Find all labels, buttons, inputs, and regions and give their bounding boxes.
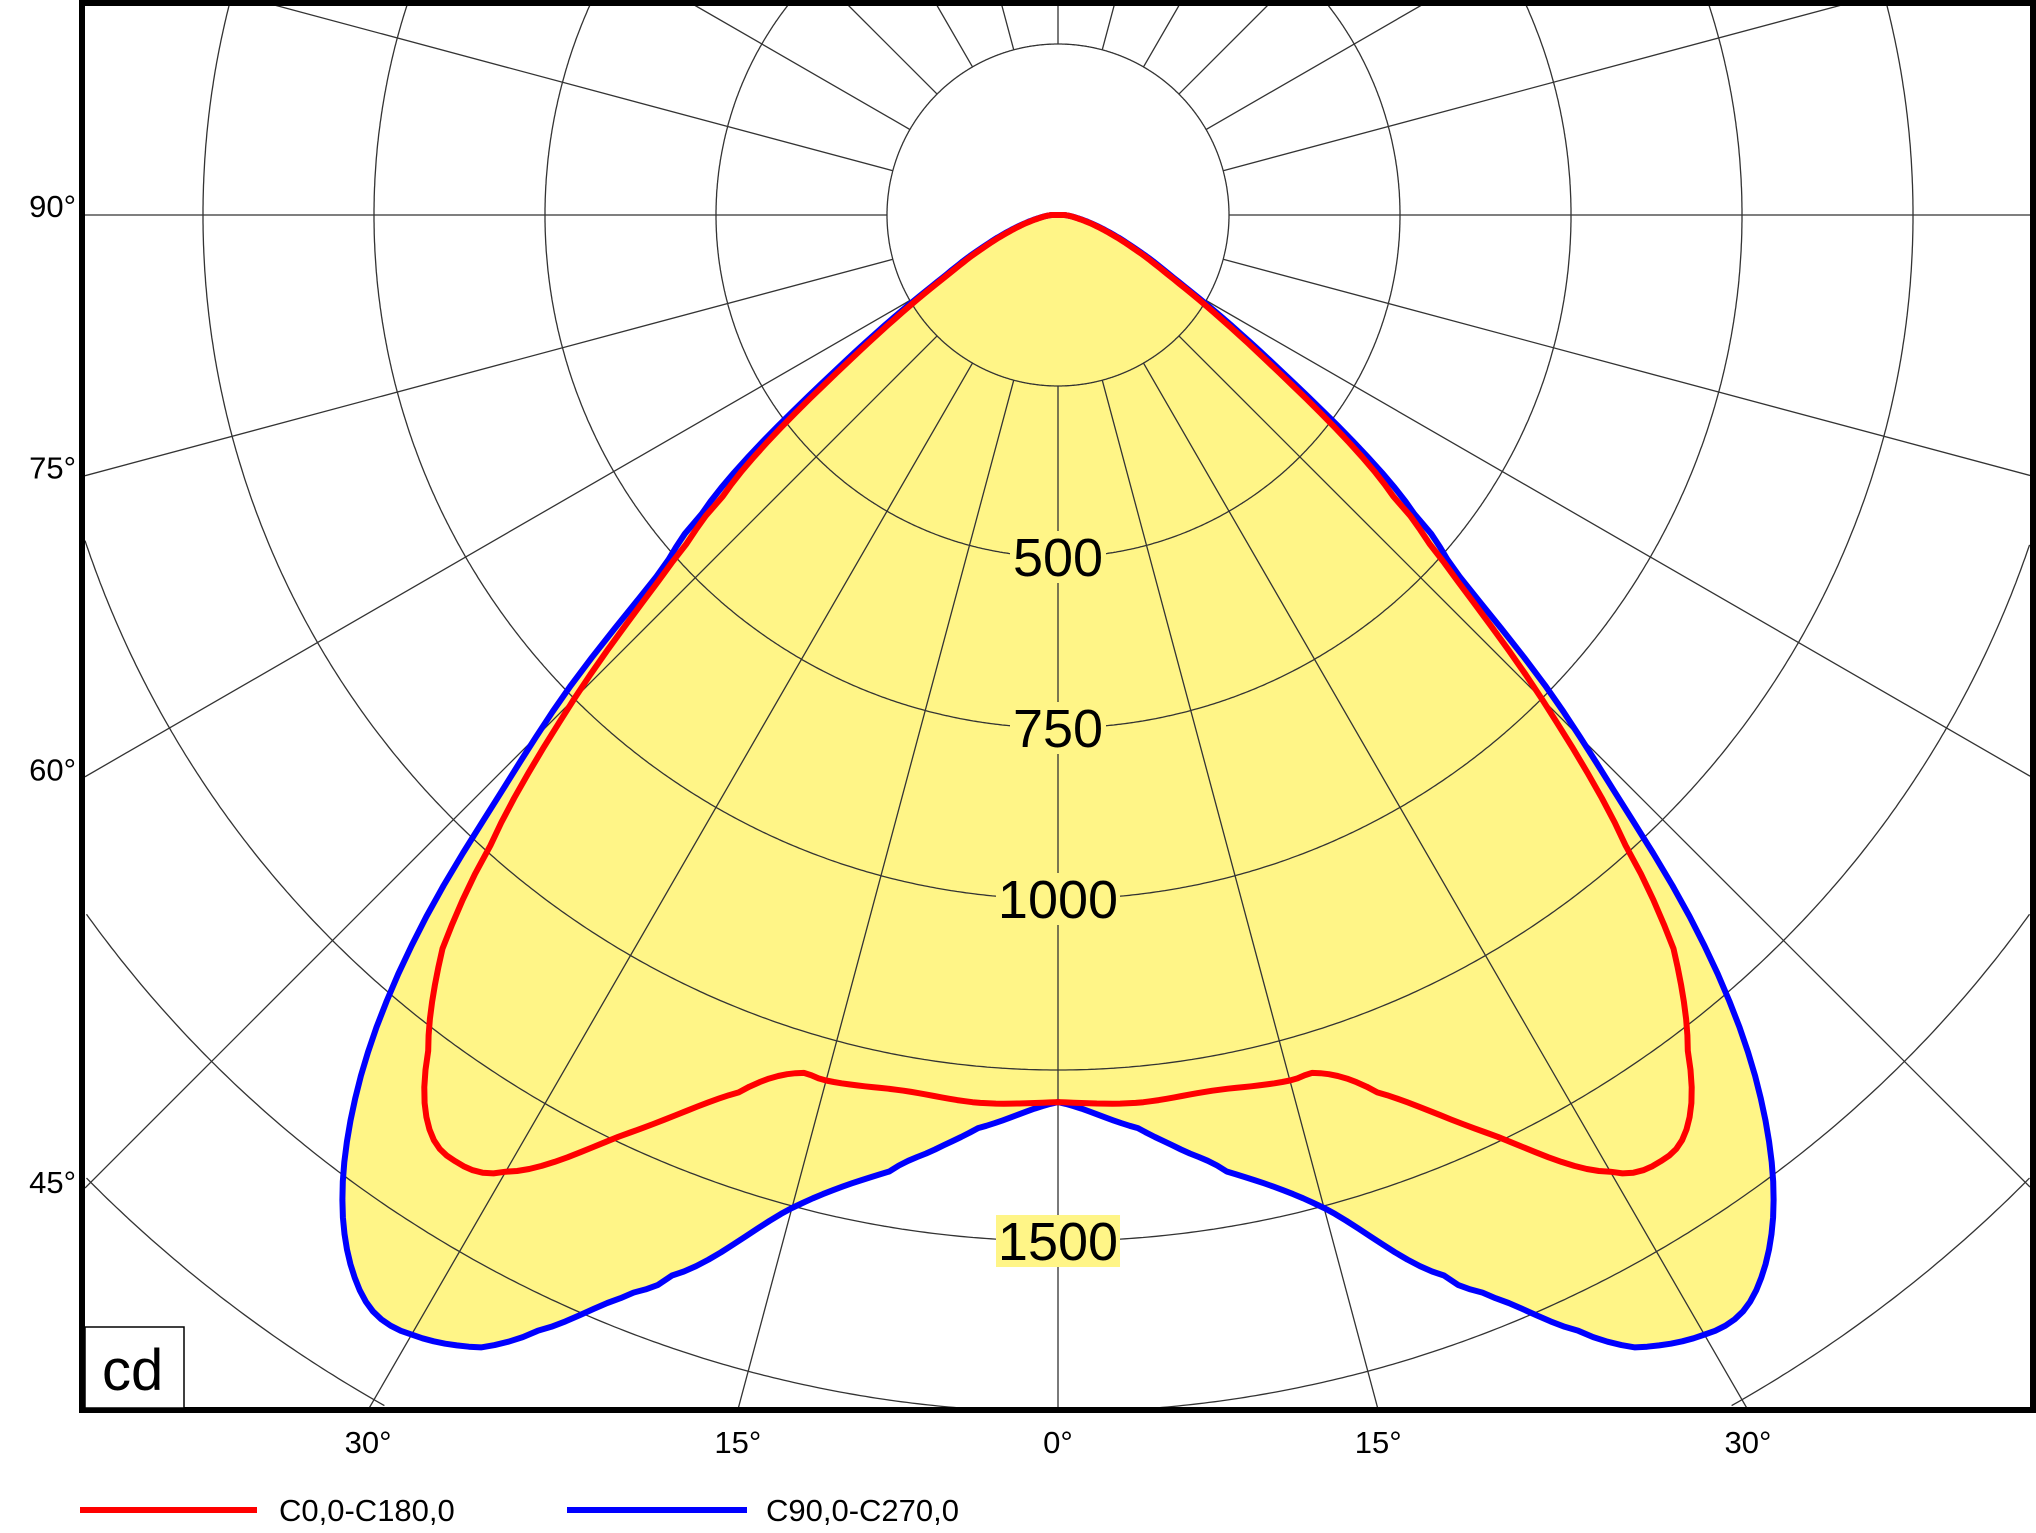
ring-label-bg [1010, 702, 1106, 754]
ring-label-bg [996, 1215, 1120, 1267]
bottom-tick-label: 15° [714, 1425, 761, 1460]
bottom-tick-label: 0° [1043, 1425, 1073, 1460]
plot-frame [79, 0, 2036, 1413]
grid-ring [544, 4, 1572, 729]
grid-ring [86, 1177, 2030, 1407]
grid-spoke [1223, 258, 2030, 477]
grid-spoke [1178, 335, 2030, 1188]
ring-label: 1500 [998, 1212, 1118, 1272]
grid-spoke [266, 3, 893, 172]
series-curves [339, 212, 1777, 1351]
grid-spoke [368, 362, 974, 1408]
grid-spoke [85, 335, 938, 1189]
grid-spoke [1205, 3, 1426, 131]
grid-spoke [85, 299, 911, 778]
ring-label: 500 [1013, 528, 1103, 588]
left-tick-label: 45° [29, 1165, 76, 1200]
bottom-angle-ticks: 30° 15° 0° 15° 30° [345, 1425, 1772, 1460]
left-tick-label: 90° [29, 189, 76, 224]
grid-spoke [1178, 3, 1271, 95]
legend-label-c0: C0,0-C180,0 [279, 1493, 455, 1528]
legend-label-c90: C90,0-C270,0 [766, 1493, 959, 1528]
grid-ring [85, 913, 2030, 1408]
grid-ring [715, 3, 1401, 558]
bottom-tick-label: 15° [1355, 1425, 1402, 1460]
polar-grid [85, 3, 2030, 1408]
ring-label: 1000 [998, 870, 1118, 930]
grid-spoke [1101, 3, 1116, 50]
grid-spoke [1000, 3, 1015, 50]
grid-spoke [1223, 3, 1850, 172]
grid-spoke [935, 3, 974, 68]
left-angle-ticks: 90° 75° 60° 45° [29, 189, 76, 1200]
grid-spoke [737, 380, 1015, 1408]
ring-label: 750 [1013, 699, 1103, 759]
grid-spoke [1142, 3, 1181, 68]
left-tick-label: 60° [29, 752, 76, 787]
unit-box: cd [84, 1326, 185, 1409]
grid-ring [202, 4, 1914, 1071]
series-curve-c0-c180 [421, 212, 1695, 1177]
bottom-tick-label: 30° [345, 1425, 392, 1460]
grid-spoke [85, 258, 893, 477]
grid-spoke [690, 3, 911, 131]
ring-label-bg [996, 873, 1120, 925]
bottom-tick-label: 30° [1724, 1425, 1771, 1460]
grid-spoke [1101, 380, 1379, 1408]
grid-ring [85, 540, 2030, 1242]
ring-labels: 500 750 1000 1500 [996, 528, 1120, 1272]
grid-spoke [1142, 362, 1748, 1408]
ring-label-bg [1010, 531, 1106, 583]
left-tick-label: 75° [29, 451, 76, 486]
grid-spoke [1205, 299, 2030, 777]
legend: C0,0-C180,0 C90,0-C270,0 [80, 1493, 959, 1528]
grid-spoke [845, 3, 938, 95]
unit-label: cd [102, 1338, 163, 1403]
